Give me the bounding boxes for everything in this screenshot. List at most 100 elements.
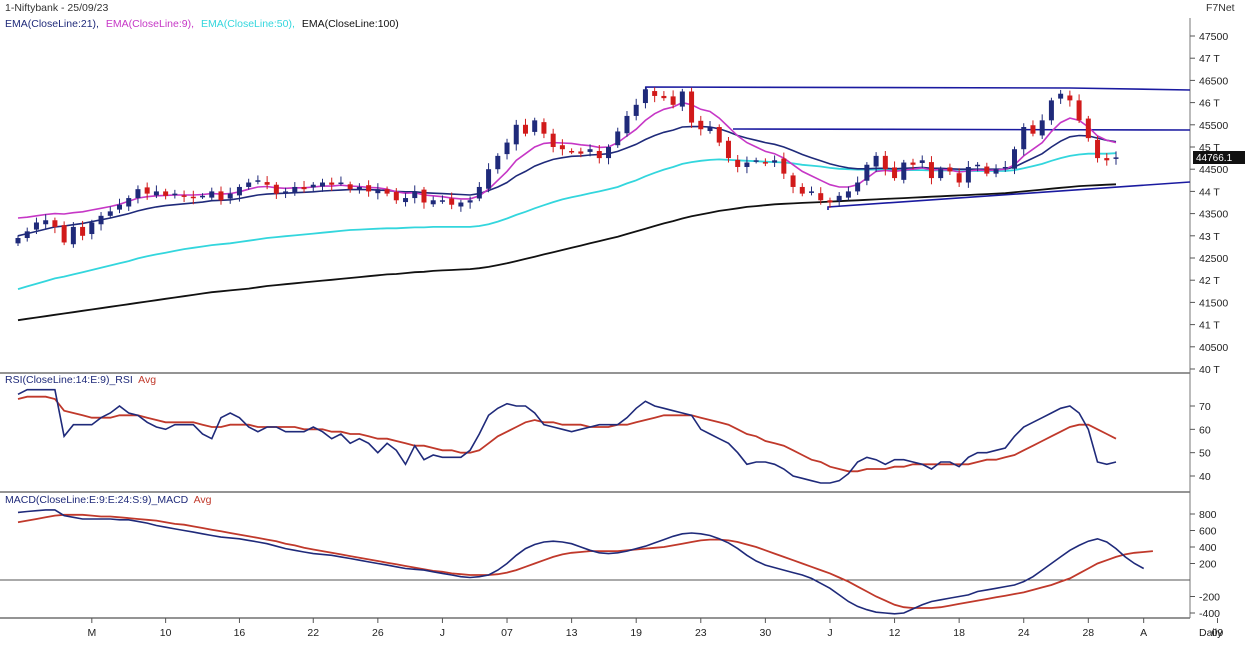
candle-body	[975, 164, 981, 167]
last-price-badge: 44766.1	[1193, 151, 1245, 164]
candle	[430, 196, 436, 207]
candle-body	[938, 169, 944, 179]
ema100-line	[17, 183, 1117, 322]
candle-body	[541, 122, 547, 134]
candle-body	[135, 189, 141, 199]
candle-body	[421, 189, 427, 203]
candle-body	[476, 186, 482, 199]
candle	[781, 152, 787, 179]
candle-body	[273, 184, 279, 194]
candle-body	[1021, 127, 1027, 150]
candle-body	[642, 89, 648, 104]
candle-body	[1058, 93, 1064, 99]
candle	[356, 183, 362, 194]
candle-body	[836, 195, 842, 201]
candles	[15, 86, 1119, 248]
candle-body	[458, 202, 464, 207]
candle-body	[384, 189, 390, 194]
candle	[1113, 151, 1119, 165]
price-tick-label: 42500	[1199, 253, 1228, 265]
candle-body	[513, 124, 519, 145]
candle	[569, 148, 575, 155]
candle-body	[24, 231, 30, 239]
candle-body	[190, 196, 196, 199]
candle	[864, 162, 870, 186]
candle	[33, 217, 39, 235]
trend-lines	[645, 86, 1191, 210]
candle	[227, 187, 233, 204]
candle	[80, 220, 86, 241]
candle-body	[116, 204, 122, 210]
candle	[993, 164, 999, 178]
candle-body	[319, 182, 325, 187]
rsi-tick-label: 40	[1199, 471, 1211, 483]
candle	[366, 180, 372, 197]
candle-body	[80, 226, 86, 236]
price-tick-label: 44500	[1199, 164, 1228, 176]
candle-body	[698, 120, 704, 130]
candle	[236, 184, 242, 202]
candle-body	[624, 115, 630, 134]
candle-body	[919, 160, 925, 163]
candle	[559, 139, 565, 156]
candle	[292, 182, 298, 196]
candle-body	[818, 193, 824, 201]
macd-label-main: MACD(CloseLine:E:9:E:24:S:9)_MACD	[5, 494, 189, 506]
candle-body	[1030, 125, 1036, 134]
candle-body	[845, 191, 851, 198]
rsi-panel: 70 60 50 40	[17, 388, 1211, 484]
rsi-tick-label: 60	[1199, 424, 1211, 436]
candle-body	[661, 95, 667, 99]
candle	[652, 87, 658, 103]
candle-body	[403, 198, 409, 203]
candle	[799, 183, 805, 197]
candle	[947, 163, 953, 175]
candle-body	[200, 195, 206, 198]
candle	[845, 186, 851, 201]
candle-body	[735, 159, 741, 167]
candle	[476, 182, 482, 202]
candle	[661, 91, 667, 101]
period-label: Daily	[1199, 627, 1223, 639]
legend-ema100: EMA(CloseLine:100)	[302, 18, 399, 30]
candle-body	[218, 191, 224, 201]
candle-body	[236, 186, 242, 196]
candle	[753, 157, 759, 164]
candle	[901, 159, 907, 184]
price-tick-label: 43 T	[1199, 231, 1220, 243]
resistance-lower	[732, 128, 1191, 131]
candle	[1085, 115, 1091, 142]
candle	[827, 197, 833, 208]
candle	[52, 217, 58, 234]
candle-body	[689, 91, 695, 123]
candle-body	[163, 191, 169, 196]
candle-body	[126, 198, 132, 207]
x-tick-label: J	[827, 627, 832, 639]
candle-body	[439, 200, 445, 202]
macd-tick-label: 800	[1199, 509, 1217, 521]
candle-body	[1076, 100, 1082, 121]
candle-body	[910, 162, 916, 165]
candle-body	[615, 131, 621, 146]
candle-body	[606, 147, 612, 159]
candle-body	[652, 91, 658, 96]
price-tick-label: 44 T	[1199, 186, 1220, 198]
candle	[707, 121, 713, 134]
macd-avg-line	[17, 513, 1153, 609]
candle-body	[790, 175, 796, 187]
candle	[153, 185, 159, 199]
candle-body	[965, 166, 971, 183]
candle	[200, 193, 206, 199]
candle-body	[1104, 158, 1110, 161]
candle	[928, 156, 934, 185]
candle-body	[1067, 95, 1073, 101]
candle	[89, 219, 95, 240]
ema9-line	[17, 101, 1117, 219]
candle	[172, 189, 178, 199]
candle	[587, 144, 593, 157]
candle-body	[762, 162, 768, 164]
candle	[532, 117, 538, 136]
candle-body	[707, 127, 713, 132]
